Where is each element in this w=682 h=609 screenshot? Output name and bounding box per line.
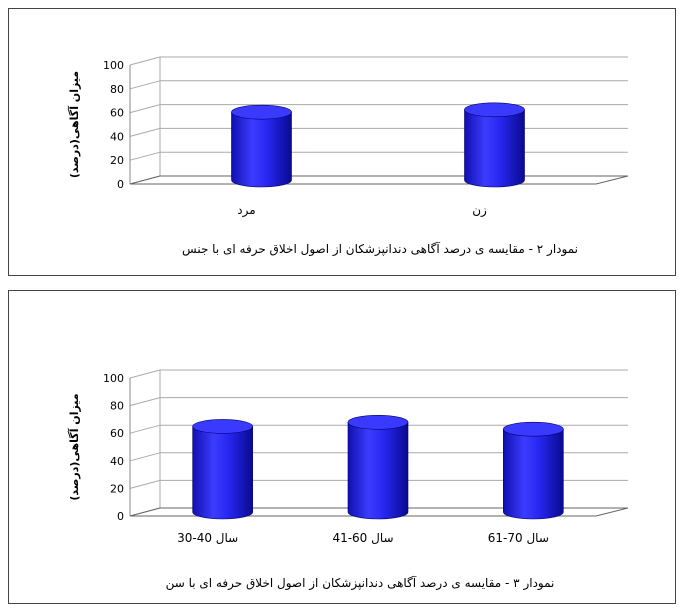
bar-top — [348, 415, 408, 429]
x-tick-label: مرد — [237, 203, 255, 218]
bar-body — [193, 426, 253, 519]
chart-caption-gender: نمودار ۲ - مقایسه ی درصد آگاهی دندانپزشک… — [120, 242, 640, 256]
y-tick-label: 0 — [117, 510, 124, 523]
side-gridline — [130, 370, 160, 378]
y-tick-label: 20 — [110, 154, 124, 167]
bar — [193, 419, 253, 519]
y-tick-label: 0 — [117, 178, 124, 191]
side-gridline — [130, 57, 160, 65]
x-tick-label: 61-70 سال — [488, 531, 549, 545]
side-gridline — [130, 453, 160, 461]
y-tick-label: 100 — [103, 59, 124, 72]
y-tick-label: 20 — [110, 482, 124, 495]
side-gridline — [130, 480, 160, 488]
side-gridline — [130, 105, 160, 113]
x-tick-label: 30-40 سال — [177, 531, 238, 545]
side-gridline — [130, 425, 160, 433]
bar — [348, 415, 408, 519]
y-tick-label: 40 — [110, 455, 124, 468]
y-tick-label: 60 — [110, 427, 124, 440]
bar-top — [465, 103, 525, 117]
chart-caption-age: نمودار ۳ - مقایسه ی درصد آگاهی دندانپزشک… — [100, 576, 620, 590]
bar — [503, 422, 563, 519]
bar-top — [232, 105, 292, 119]
y-axis-label: میزان آگاهی(درصد) — [67, 393, 81, 500]
side-gridline — [130, 152, 160, 160]
bar-body — [348, 422, 408, 519]
x-tick-label: زن — [472, 203, 487, 218]
bar-body — [232, 112, 292, 187]
y-tick-label: 40 — [110, 130, 124, 143]
y-tick-label: 60 — [110, 107, 124, 120]
y-tick-label: 80 — [110, 400, 124, 413]
x-tick-label: 41-60 سال — [332, 531, 393, 545]
side-gridline — [130, 128, 160, 136]
chart-floor — [130, 176, 628, 184]
y-axis-label: میزان آگاهی(درصد) — [67, 71, 81, 178]
age-chart: 0 20 40 60 80 100 میزان آگاهی(درصد) 30-40 سال 41… — [67, 370, 628, 545]
bar-top — [193, 419, 253, 433]
side-gridline — [130, 398, 160, 406]
y-tick-label: 80 — [110, 83, 124, 96]
bar — [232, 105, 292, 187]
bar-body — [465, 110, 525, 187]
bar-top — [503, 422, 563, 436]
bar-body — [503, 429, 563, 519]
gender-chart: 0 20 40 60 80 100 میزان آگاهی(درصد) مرد زن — [67, 57, 628, 218]
side-gridline — [130, 81, 160, 89]
y-tick-label: 100 — [103, 372, 124, 385]
bar — [465, 103, 525, 187]
